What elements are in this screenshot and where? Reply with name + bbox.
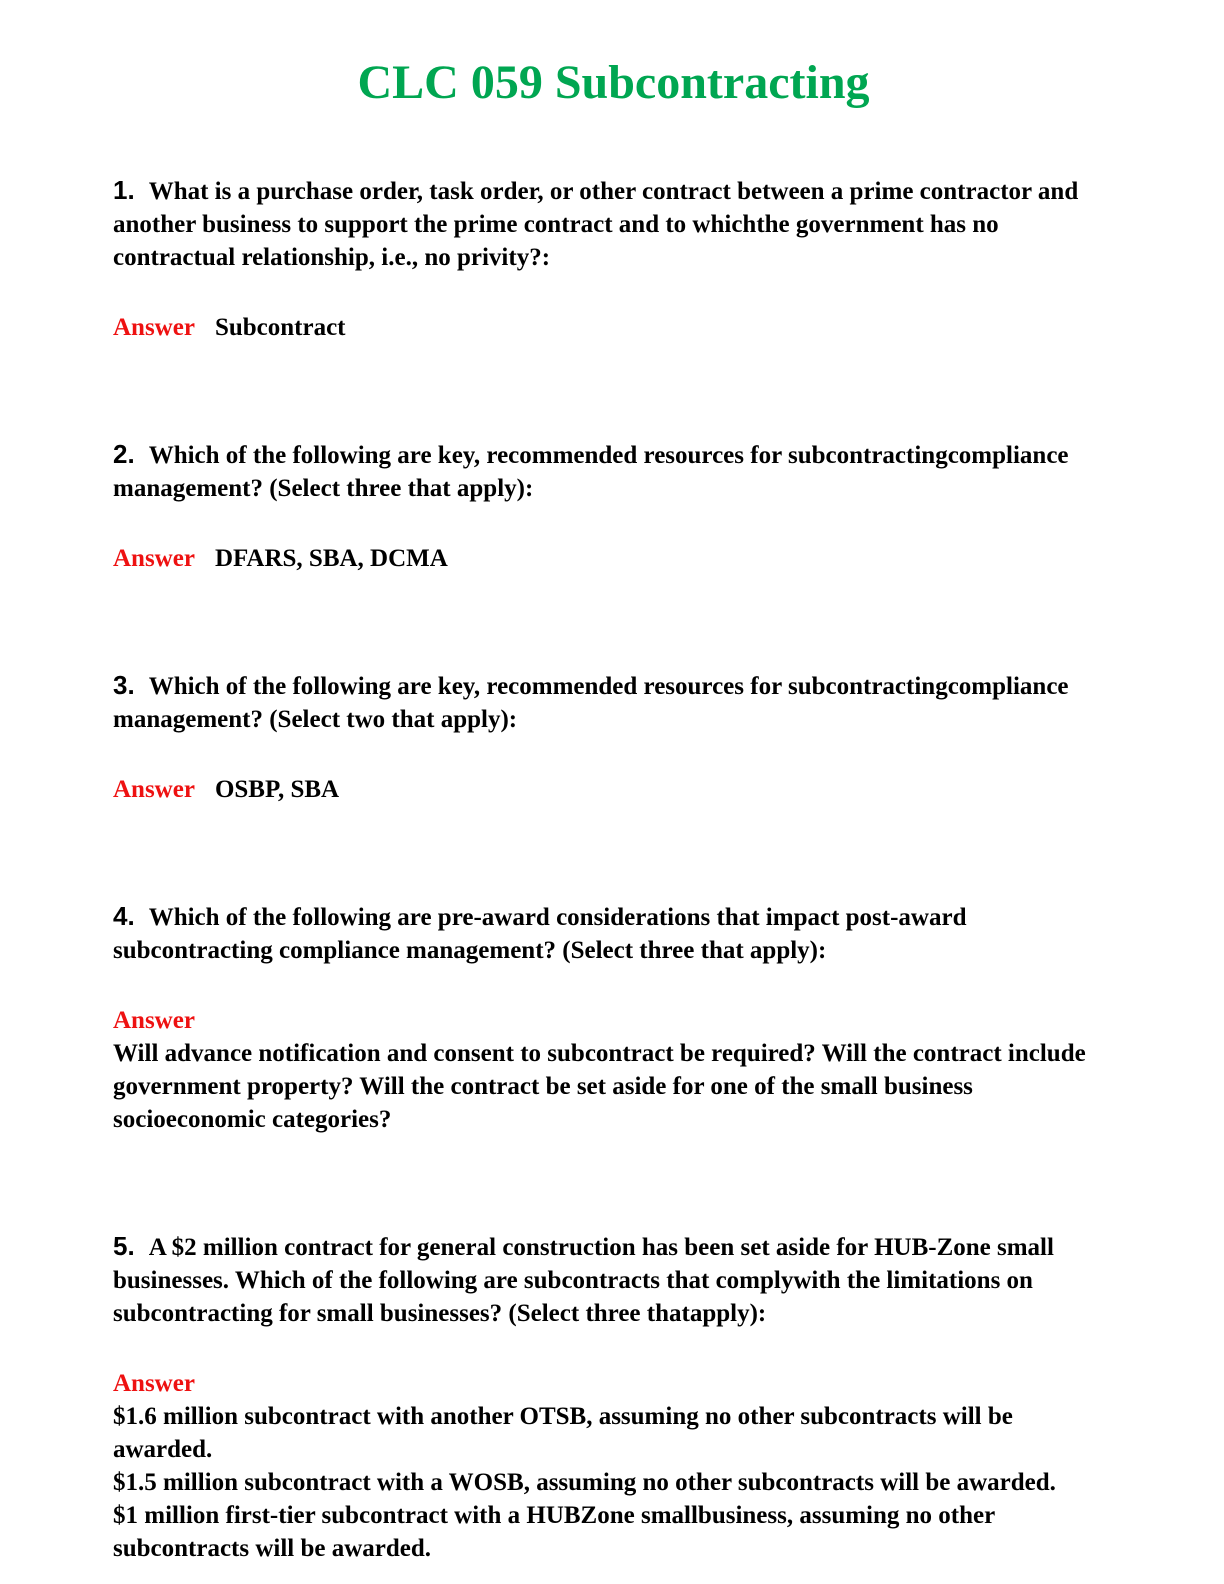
question-number: 1. <box>113 175 135 206</box>
question-number: 4. <box>113 901 135 932</box>
question-body: Which of the following are pre-award con… <box>113 904 967 965</box>
answer-label: Answer <box>113 776 195 804</box>
question-body: What is a purchase order, task order, or… <box>113 178 1079 272</box>
question-block-1: 1. What is a purchase order, task order, … <box>113 174 1114 344</box>
question-block-5: 5. A $2 million contract for general cons… <box>113 1230 1114 1565</box>
question-text: 3. Which of the following are key, recomm… <box>113 669 1114 736</box>
answer-text: $1 million first-tier subcontract with a… <box>113 1502 995 1563</box>
answer-text: Will advance notification and consent to… <box>113 1040 1086 1134</box>
answer-label: Answer <box>113 314 195 342</box>
answer-label: Answer <box>113 545 195 573</box>
question-text: 4. Which of the following are pre-award c… <box>113 900 1114 967</box>
question-text: 5. A $2 million contract for general cons… <box>113 1230 1114 1330</box>
answer-value: Subcontract <box>214 314 346 342</box>
question-body: Which of the following are key, recommen… <box>113 673 1069 734</box>
answer-value: OSBP, SBA <box>214 776 340 804</box>
answer-row: Answer <box>113 1004 1114 1037</box>
question-block-2: 2. Which of the following are key, recomm… <box>113 438 1114 575</box>
answer-value: DFARS, SBA, DCMA <box>214 545 448 573</box>
answer-label: Answer <box>113 1370 195 1398</box>
question-block-3: 3. Which of the following are key, recomm… <box>113 669 1114 806</box>
answer-text: $1.6 million subcontract with another OT… <box>113 1403 1013 1464</box>
question-block-4: 4. Which of the following are pre-award c… <box>113 900 1114 1136</box>
question-body: A $2 million contract for general constr… <box>113 1234 1054 1328</box>
answer-row: Answer OSBP, SBA <box>113 773 1114 806</box>
question-body: Which of the following are key, recommen… <box>113 442 1069 503</box>
answer-row: Answer <box>113 1367 1114 1400</box>
question-text: 1. What is a purchase order, task order, … <box>113 174 1114 274</box>
question-number: 5. <box>113 1231 135 1262</box>
answer-label: Answer <box>113 1007 195 1035</box>
answer-row: Answer DFARS, SBA, DCMA <box>113 542 1114 575</box>
question-number: 2. <box>113 439 135 470</box>
answer-row: Answer Subcontract <box>113 311 1114 344</box>
question-number: 3. <box>113 670 135 701</box>
question-text: 2. Which of the following are key, recomm… <box>113 438 1114 505</box>
page-title: CLC 059 Subcontracting <box>357 56 870 109</box>
answer-text: $1.5 million subcontract with a WOSB, as… <box>113 1469 1056 1497</box>
